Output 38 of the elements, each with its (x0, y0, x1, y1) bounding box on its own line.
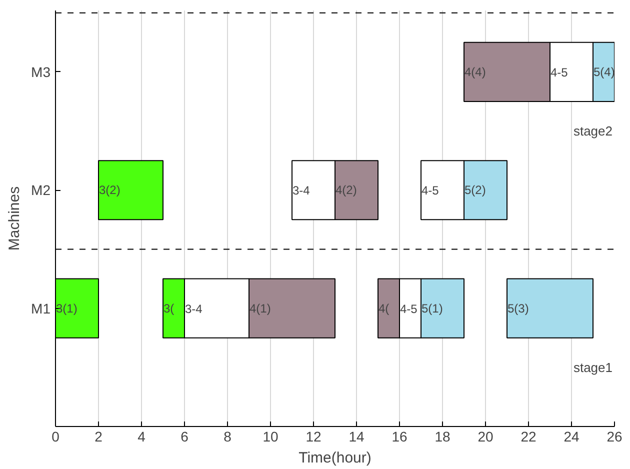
bar (506, 278, 594, 338)
annotation: 4(1) (250, 301, 271, 316)
x-tick-label: 6 (180, 428, 189, 444)
y-axis-title: Machines (6, 186, 24, 251)
annotation: 4-5 (422, 184, 440, 198)
annotation: 3-4 (185, 302, 203, 316)
x-tick-label: 0 (52, 428, 60, 444)
x-tick-label: 20 (478, 428, 494, 444)
x-tick-label: 24 (564, 428, 580, 444)
y-tick-label: M3 (31, 64, 51, 80)
annotation: 3-4 (292, 184, 310, 198)
annotation: 3( (164, 301, 174, 316)
annotation: 4-5 (400, 302, 418, 316)
y-tick-label: M2 (31, 182, 51, 198)
x-tick-label: 18 (434, 428, 450, 444)
annotation: 5(1) (422, 301, 443, 316)
annotation: 4-5 (550, 65, 568, 80)
x-tick-label: 22 (520, 428, 536, 444)
annotation: 3(1) (56, 301, 78, 316)
x-axis-title: Time(hour) (298, 450, 372, 466)
annotation: stage1 (573, 360, 613, 375)
x-tick-label: 14 (348, 428, 364, 444)
x-tick-label: 8 (224, 428, 232, 444)
x-tick-label: 16 (392, 428, 408, 444)
annotation: 4(2) (336, 183, 357, 198)
x-tick-label: 26 (606, 428, 622, 444)
x-tick-label: 10 (262, 428, 278, 444)
annotation: stage2 (573, 124, 613, 139)
x-tick-label: 12 (306, 428, 322, 444)
annotation: 4( (378, 301, 390, 316)
x-tick-label: 4 (138, 428, 146, 444)
bar (98, 160, 164, 220)
y-tick-label: M1 (31, 300, 51, 316)
annotation: 4(4) (464, 64, 486, 79)
annotation: 5(2) (464, 183, 486, 198)
annotation: 3(2) (99, 183, 120, 198)
annotation: 5(3) (508, 301, 529, 316)
x-tick-label: 2 (94, 428, 103, 444)
